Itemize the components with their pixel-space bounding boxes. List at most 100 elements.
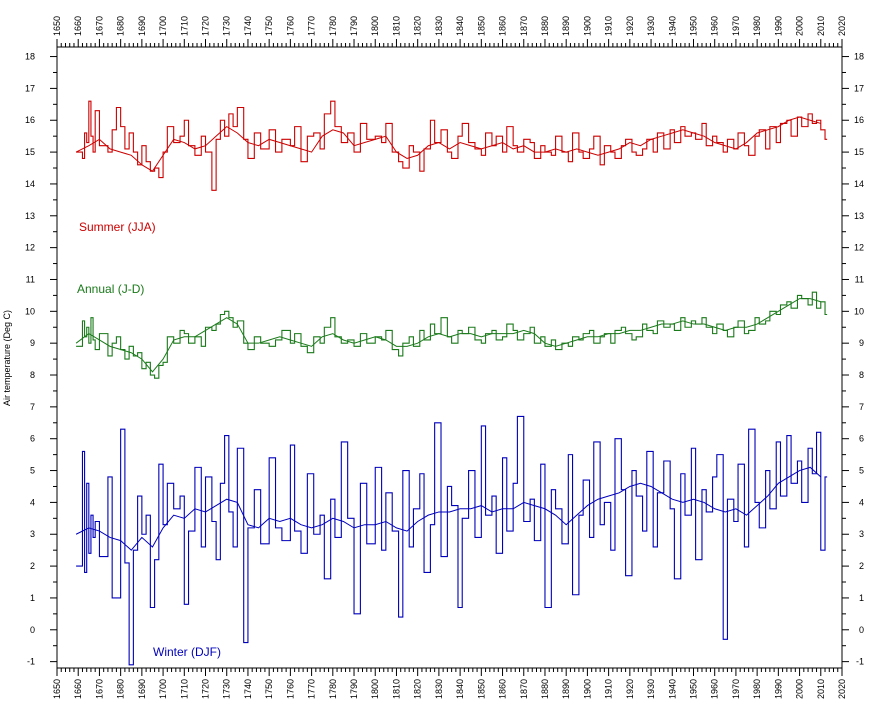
y-tick-label-left: 18 xyxy=(25,52,35,62)
x-tick-label-top: 1690 xyxy=(137,16,147,36)
x-tick-label-bottom: 1940 xyxy=(667,679,677,699)
x-tick-label-top: 1660 xyxy=(73,16,83,36)
y-tick-label-left: 4 xyxy=(30,497,35,507)
y-tick-label-left: 10 xyxy=(25,306,35,316)
y-tick-label-left: 8 xyxy=(30,370,35,380)
x-tick-label-bottom: 1670 xyxy=(94,679,104,699)
x-tick-label-top: 1960 xyxy=(710,16,720,36)
x-tick-label-top: 1970 xyxy=(731,16,741,36)
x-tick-label-bottom: 1860 xyxy=(498,679,508,699)
y-tick-label-right: 12 xyxy=(854,243,864,253)
x-tick-label-top: 1890 xyxy=(561,16,571,36)
x-tick-label-top: 1830 xyxy=(434,16,444,36)
x-tick-label-bottom: 1730 xyxy=(222,679,232,699)
x-tick-label-bottom: 1910 xyxy=(604,679,614,699)
x-tick-label-top: 1700 xyxy=(158,16,168,36)
x-tick-label-top: 1650 xyxy=(52,16,62,36)
y-tick-label-left: 0 xyxy=(30,625,35,635)
y-tick-label-right: 6 xyxy=(859,434,864,444)
x-tick-label-top: 2000 xyxy=(795,16,805,36)
x-tick-label-bottom: 1850 xyxy=(476,679,486,699)
x-tick-label-top: 1950 xyxy=(688,16,698,36)
x-tick-label-bottom: 1770 xyxy=(307,679,317,699)
y-tick-label-left: 15 xyxy=(25,147,35,157)
y-tick-label-right: 7 xyxy=(859,402,864,412)
series-line-winter xyxy=(76,415,828,666)
y-tick-label-right: 15 xyxy=(854,147,864,157)
y-tick-label-left: 6 xyxy=(30,434,35,444)
x-tick-label-bottom: 1790 xyxy=(349,679,359,699)
plot-frame xyxy=(56,46,843,669)
x-tick-label-top: 1980 xyxy=(752,16,762,36)
series-layer xyxy=(75,100,828,666)
y-tick-label-right: 4 xyxy=(859,497,864,507)
y-tick-label-left: -1 xyxy=(27,657,35,667)
y-tick-label-left: 14 xyxy=(25,179,35,189)
x-tick-label-bottom: 1650 xyxy=(52,679,62,699)
x-tick-label-top: 1880 xyxy=(540,16,550,36)
x-tick-label-top: 1990 xyxy=(773,16,783,36)
x-tick-label-top: 1740 xyxy=(243,16,253,36)
y-tick-label-right: 10 xyxy=(854,306,864,316)
series-label-winter: Winter (DJF) xyxy=(153,645,221,659)
x-tick-label-bottom: 1820 xyxy=(413,679,423,699)
y-tick-label-left: 9 xyxy=(30,338,35,348)
x-tick-label-bottom: 1890 xyxy=(561,679,571,699)
x-tick-label-top: 1940 xyxy=(667,16,677,36)
y-tick-label-right: 11 xyxy=(855,274,864,284)
x-tick-label-bottom: 2010 xyxy=(816,679,826,699)
x-tick-label-bottom: 1980 xyxy=(752,679,762,699)
x-tick-label-top: 1920 xyxy=(625,16,635,36)
x-tick-label-top: 1730 xyxy=(222,16,232,36)
x-tick-label-bottom: 1800 xyxy=(370,679,380,699)
x-tick-label-top: 1910 xyxy=(604,16,614,36)
x-tick-label-top: 1930 xyxy=(646,16,656,36)
x-tick-label-bottom: 1950 xyxy=(688,679,698,699)
x-tick-label-bottom: 1760 xyxy=(285,679,295,699)
x-tick-label-bottom: 1680 xyxy=(116,679,126,699)
smoothed-line-annual xyxy=(75,298,821,373)
y-tick-label-right: 14 xyxy=(854,179,864,189)
y-tick-label-left: 12 xyxy=(25,243,35,253)
y-tick-label-left: 2 xyxy=(30,561,35,571)
x-tick-label-bottom: 1880 xyxy=(540,679,550,699)
y-tick-label-left: 11 xyxy=(26,274,35,284)
x-tick-label-bottom: 1920 xyxy=(625,679,635,699)
x-tick-label-bottom: 1780 xyxy=(328,679,338,699)
x-tick-label-bottom: 1660 xyxy=(73,679,83,699)
smoothed-line-winter xyxy=(75,466,822,551)
x-tick-label-top: 1860 xyxy=(498,16,508,36)
y-tick-label-right: 2 xyxy=(859,561,864,571)
x-tick-label-bottom: 1690 xyxy=(137,679,147,699)
x-tick-label-bottom: 1720 xyxy=(201,679,211,699)
smoothed-line-summer xyxy=(75,116,821,172)
x-tick-label-bottom: 1960 xyxy=(710,679,720,699)
x-tick-label-bottom: 1970 xyxy=(731,679,741,699)
x-axis-ticks: 1650 1650 1660 1660 1670 1670 1680 1680 1690 1690… xyxy=(52,16,847,699)
x-tick-label-top: 1710 xyxy=(179,16,189,36)
y-tick-label-right: 9 xyxy=(859,338,864,348)
y-tick-label-left: 7 xyxy=(30,402,35,412)
x-tick-label-bottom: 1900 xyxy=(582,679,592,699)
x-tick-label-top: 1900 xyxy=(582,16,592,36)
y-tick-label-right: -1 xyxy=(856,657,864,667)
x-tick-label-top: 1680 xyxy=(116,16,126,36)
y-tick-label-right: 5 xyxy=(859,466,864,476)
x-tick-label-top: 1790 xyxy=(349,16,359,36)
x-tick-label-top: 1780 xyxy=(328,16,338,36)
y-tick-label-left: 16 xyxy=(25,115,35,125)
y-tick-label-right: 18 xyxy=(854,52,864,62)
x-tick-label-bottom: 1990 xyxy=(773,679,783,699)
series-line-annual xyxy=(76,291,828,379)
x-tick-label-bottom: 1710 xyxy=(179,679,189,699)
x-tick-label-bottom: 1930 xyxy=(646,679,656,699)
y-tick-label-right: 16 xyxy=(854,115,864,125)
x-tick-label-top: 1810 xyxy=(391,16,401,36)
y-tick-label-right: 0 xyxy=(859,625,864,635)
x-tick-label-top: 1720 xyxy=(201,16,211,36)
y-tick-label-right: 8 xyxy=(859,370,864,380)
y-tick-label-left: 3 xyxy=(30,529,35,539)
y-tick-label-right: 13 xyxy=(854,211,864,221)
y-tick-label-right: 17 xyxy=(854,83,864,93)
